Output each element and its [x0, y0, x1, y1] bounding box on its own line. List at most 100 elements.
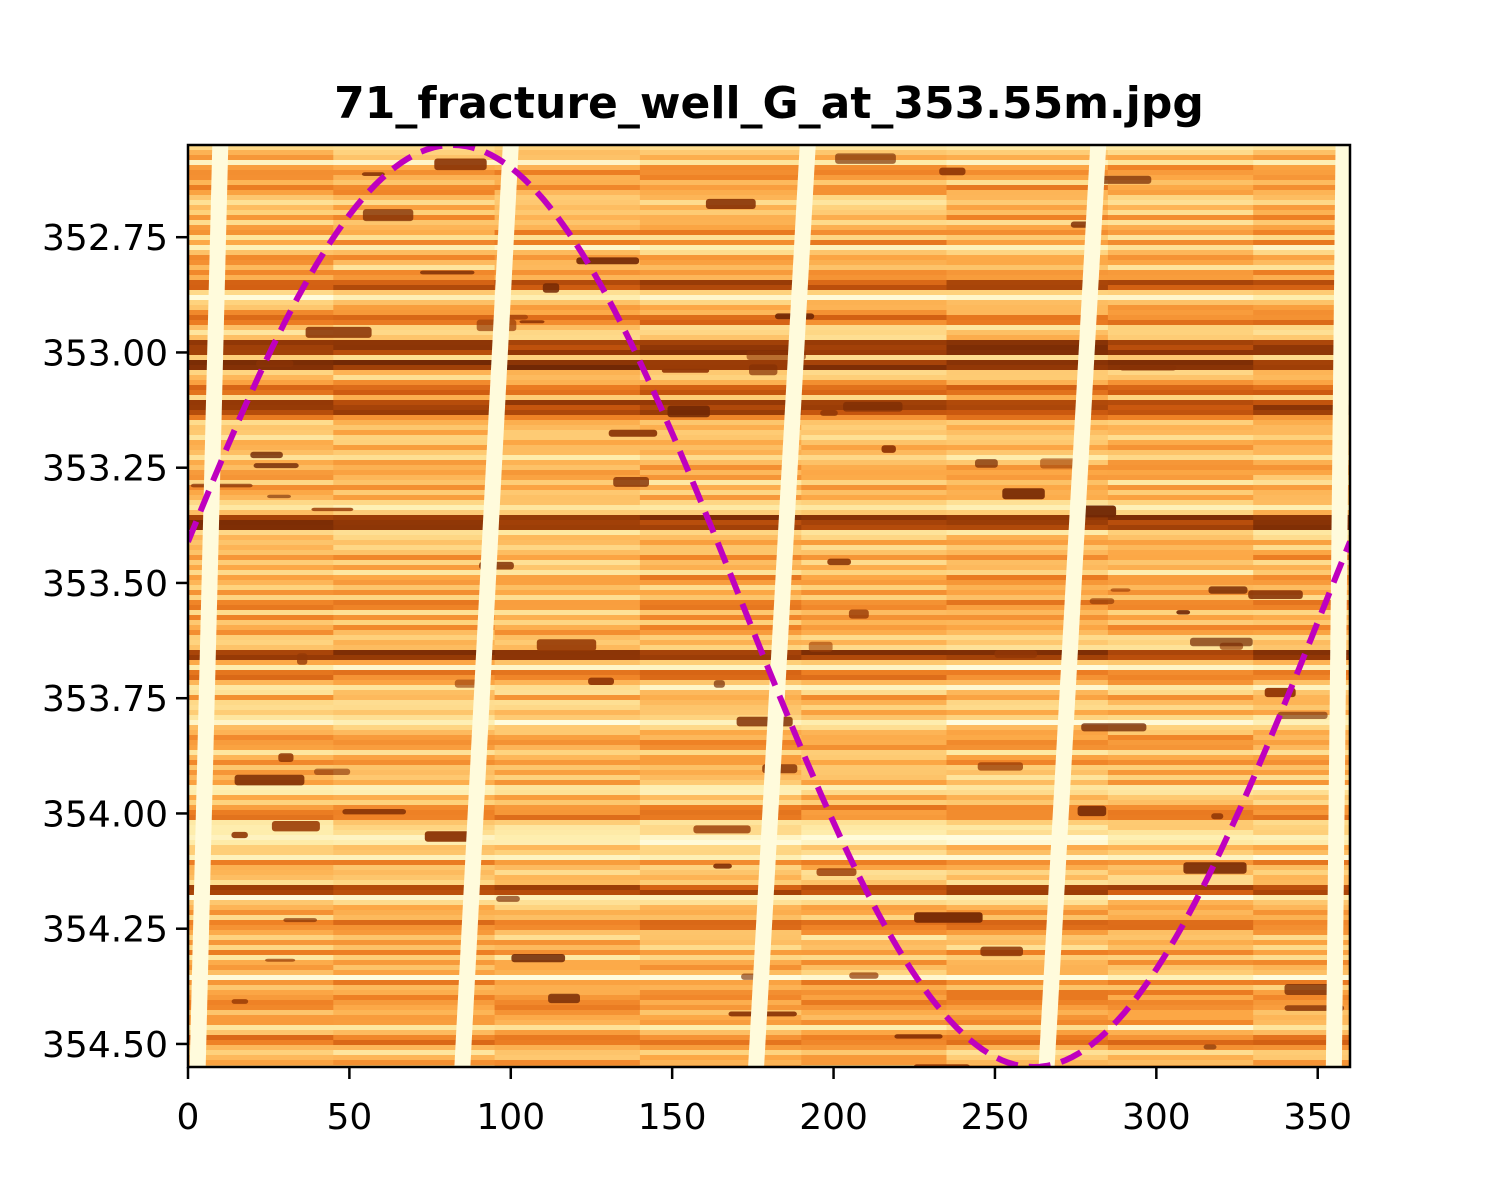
image-row-segment	[494, 720, 641, 726]
image-row-segment	[1107, 445, 1254, 451]
image-row-segment	[494, 260, 641, 266]
image-row-segment	[801, 870, 948, 876]
image-row-segment	[1107, 770, 1254, 776]
image-row-segment	[801, 735, 948, 741]
image-row-segment	[188, 1015, 334, 1021]
image-row-segment	[1253, 725, 1350, 731]
image-row-segment	[801, 495, 948, 501]
image-row-segment	[494, 970, 641, 976]
image-row-segment	[333, 545, 496, 551]
image-row-segment	[801, 585, 948, 591]
image-row-segment	[494, 460, 641, 466]
image-row-segment	[188, 925, 334, 931]
image-row-segment	[188, 590, 334, 596]
image-row-segment	[801, 620, 948, 626]
image-row-segment	[946, 610, 1109, 616]
image-row-segment	[333, 665, 496, 671]
image-row-segment	[1107, 820, 1254, 826]
image-row-segment	[494, 1035, 641, 1041]
image-row-segment	[639, 815, 802, 821]
image-row-segment	[639, 315, 802, 321]
image-row-segment	[1253, 495, 1350, 501]
image-row-segment	[801, 935, 948, 941]
image-row-segment	[801, 485, 948, 491]
image-row-segment	[333, 830, 496, 836]
image-row-segment	[1107, 390, 1254, 396]
image-row-segment	[801, 570, 948, 576]
image-row-segment	[946, 180, 1109, 186]
image-row-segment	[188, 520, 334, 526]
x-tick-label: 350	[1283, 1097, 1352, 1138]
image-row-segment	[801, 360, 948, 366]
texture-patch	[1248, 590, 1303, 599]
image-row-segment	[639, 985, 802, 991]
image-row-segment	[801, 250, 948, 256]
image-row-segment	[639, 510, 802, 516]
image-row-segment	[333, 395, 496, 401]
image-row-segment	[946, 885, 1109, 891]
image-row-segment	[1107, 730, 1254, 736]
image-row-segment	[1107, 380, 1254, 386]
image-row-segment	[188, 905, 334, 911]
image-row-segment	[946, 340, 1109, 346]
image-row-segment	[333, 995, 496, 1001]
image-row-segment	[801, 565, 948, 571]
image-row-segment	[946, 780, 1109, 786]
image-row-segment	[1107, 970, 1254, 976]
image-row-segment	[639, 465, 802, 471]
image-row-segment	[494, 940, 641, 946]
image-row-segment	[333, 215, 496, 221]
image-row-segment	[946, 945, 1109, 951]
image-row-segment	[333, 715, 496, 721]
image-row-segment	[1253, 185, 1350, 191]
image-row-segment	[494, 565, 641, 571]
image-row-segment	[639, 560, 802, 566]
image-row-segment	[333, 955, 496, 961]
image-row-segment	[801, 1040, 948, 1046]
image-row-segment	[188, 325, 334, 331]
image-row-segment	[946, 240, 1109, 246]
image-row-segment	[946, 465, 1109, 471]
image-row-segment	[333, 230, 496, 236]
image-row-segment	[1253, 175, 1350, 181]
image-row-segment	[801, 1010, 948, 1016]
image-row-segment	[188, 815, 334, 821]
image-row-segment	[801, 1030, 948, 1036]
image-row-segment	[188, 850, 334, 856]
image-row-segment	[946, 925, 1109, 931]
image-row-segment	[639, 970, 802, 976]
image-row-segment	[333, 810, 496, 816]
image-row-segment	[1253, 405, 1350, 411]
image-row-segment	[801, 790, 948, 796]
image-row-segment	[639, 190, 802, 196]
image-row-segment	[801, 800, 948, 806]
image-row-segment	[639, 740, 802, 746]
image-row-segment	[946, 745, 1109, 751]
x-axis: 0 50 100 150 200 250 300 350	[177, 1067, 1352, 1138]
image-row-segment	[188, 765, 334, 771]
image-row-segment	[1107, 690, 1254, 696]
image-row-segment	[1107, 325, 1254, 331]
image-row-segment	[801, 910, 948, 916]
image-row-segment	[333, 540, 496, 546]
image-row-segment	[333, 655, 496, 661]
image-row-segment	[1107, 505, 1254, 511]
image-row-segment	[801, 590, 948, 596]
image-row-segment	[1253, 220, 1350, 226]
image-row-segment	[946, 510, 1109, 516]
image-row-segment	[333, 185, 496, 191]
image-row-segment	[946, 900, 1109, 906]
image-row-segment	[494, 145, 641, 151]
image-row-segment	[188, 800, 334, 806]
image-row-segment	[801, 670, 948, 676]
image-row-segment	[1107, 515, 1254, 521]
image-row-segment	[639, 720, 802, 726]
image-row-segment	[639, 1015, 802, 1021]
image-row-segment	[333, 355, 496, 361]
image-row-segment	[333, 300, 496, 306]
image-row-segment	[1107, 855, 1254, 861]
pad-gap-stripe	[189, 145, 229, 1067]
image-row-segment	[333, 200, 496, 206]
image-row-segment	[1107, 245, 1254, 251]
image-row-segment	[946, 830, 1109, 836]
